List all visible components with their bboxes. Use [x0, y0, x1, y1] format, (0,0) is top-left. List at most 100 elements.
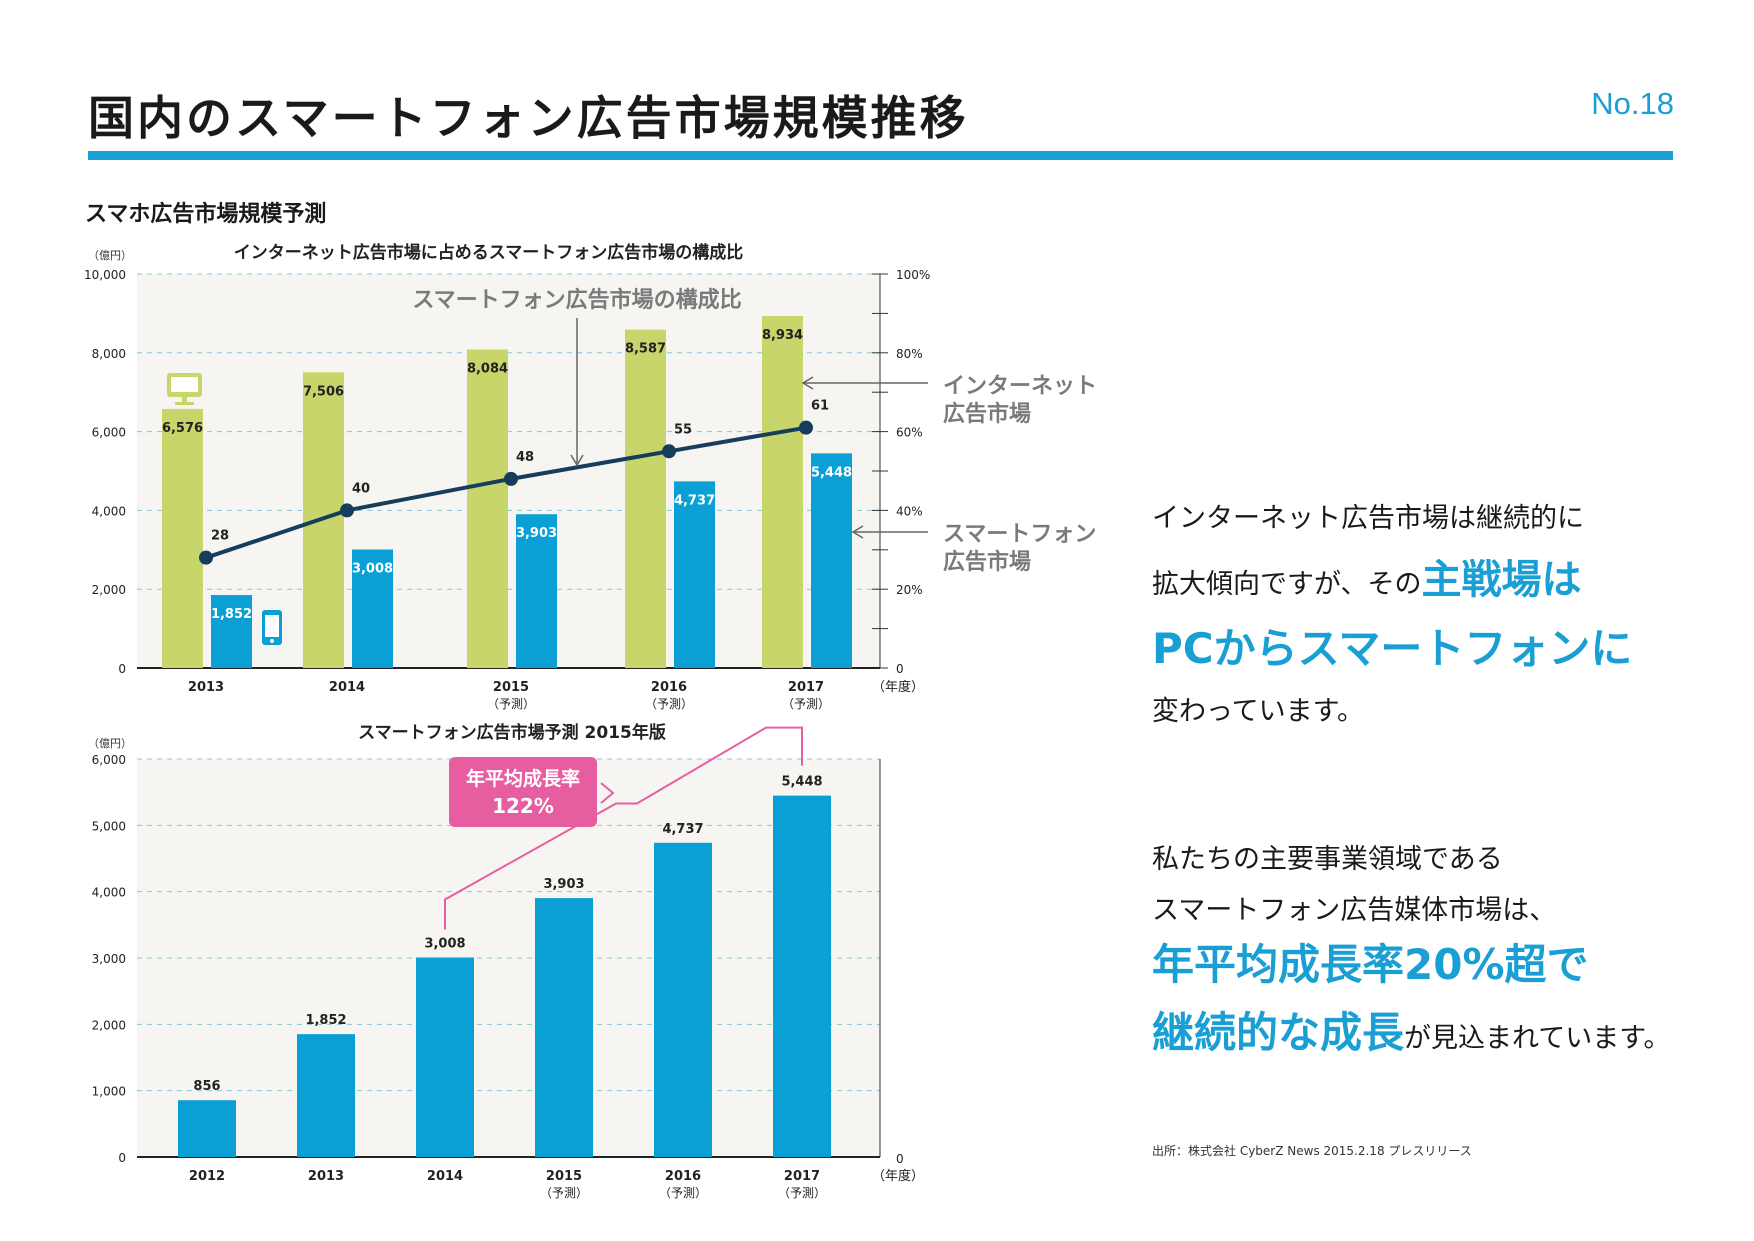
y2-tick-label: 0 [896, 662, 904, 676]
x-tick-note: （予測） [778, 1186, 826, 1200]
internet-bar-label: 8,934 [762, 328, 803, 343]
plot-area [137, 759, 880, 1157]
internet-bar [303, 372, 344, 668]
page-title: 国内のスマートフォン広告市場規模推移 [88, 91, 969, 145]
bar-value-label: 5,448 [781, 775, 822, 790]
smartphone-bar-label: 3,008 [352, 561, 393, 576]
para1-highlight-pc-to-smartphone: PCからスマートフォンに [1152, 624, 1633, 673]
x-tick-label: 2015 [493, 680, 529, 695]
ratio-point [340, 503, 354, 518]
internet-bar-label: 8,084 [467, 361, 508, 376]
internet-bar-label: 7,506 [303, 384, 344, 399]
bar-value-label: 4,737 [662, 822, 703, 837]
internet-bar-label: 8,587 [625, 342, 666, 357]
smartphone-bar [178, 1100, 236, 1157]
bar-value-label: 1,852 [305, 1013, 346, 1028]
desktop-monitor-icon [167, 373, 202, 405]
ratio-point-label: 28 [211, 529, 229, 544]
smartphone-bar-label: 4,737 [674, 493, 715, 508]
y2-tick-label: 20% [896, 583, 923, 597]
y-tick-label: 10,000 [84, 268, 126, 282]
para2-highlight-continuous-growth: 継続的な成長 [1152, 1008, 1405, 1057]
x-tick-note: （予測） [782, 697, 830, 711]
ratio-point [799, 420, 813, 435]
smartphone-bar-label: 1,852 [211, 607, 252, 622]
para1-line4: 変わっています。 [1152, 696, 1364, 727]
ratio-point-label: 61 [811, 399, 829, 414]
y-tick-label: 3,000 [92, 952, 126, 966]
y2-tick-label: 40% [896, 504, 923, 518]
internet-market-label: インターネット [943, 374, 1097, 399]
bar-value-label: 3,008 [424, 936, 465, 951]
smartphone-bar [674, 481, 715, 668]
x-tick-label: 2013 [308, 1169, 344, 1184]
y-tick-label: 6,000 [92, 426, 126, 440]
ratio-point-label: 48 [516, 450, 534, 465]
annotation-arrowhead [570, 454, 584, 467]
internet-bar-label: 6,576 [162, 421, 203, 436]
y2-tick-label: 80% [896, 347, 923, 361]
smartphone-bar [211, 595, 252, 668]
chart-title: インターネット広告市場に占めるスマートフォン広告市場の構成比 [234, 242, 744, 263]
y-tick-label: 0 [118, 662, 126, 676]
internet-market-label: 広告市場 [943, 401, 1031, 427]
y-tick-label: 8,000 [92, 347, 126, 361]
smartphone-market-label: 広告市場 [943, 549, 1031, 575]
smartphone-bar [654, 842, 712, 1157]
x-tick-label: 2017 [788, 680, 824, 695]
internet-bar [162, 408, 203, 668]
growth-callout-value: 122% [492, 794, 554, 818]
para2-line2: スマートフォン広告媒体市場は、 [1152, 895, 1557, 926]
plot-area [137, 274, 880, 668]
chart-title: スマートフォン広告市場予測 2015年版 [358, 722, 666, 743]
bar-value-label: 856 [193, 1079, 220, 1094]
title-underline-bar [88, 151, 1673, 160]
smartphone-bar-label: 5,448 [811, 465, 852, 480]
ratio-line [205, 425, 807, 560]
line-series-annotation: スマートフォン広告市場の構成比 [412, 287, 741, 313]
internet-bar [762, 316, 803, 668]
y-axis-unit: （億円） [88, 249, 132, 262]
y-tick-label: 5,000 [92, 819, 126, 833]
page-number: No.18 [1591, 86, 1674, 121]
source-note: 出所：株式会社 CyberZ News 2015.2.18 プレスリリース [1152, 1144, 1472, 1158]
x-tick-note: （予測） [645, 697, 693, 711]
smartphone-bar [416, 957, 474, 1157]
x-tick-label: 2017 [784, 1169, 820, 1184]
x-tick-note: （予測） [540, 1186, 588, 1200]
x-axis-unit: （年度） [872, 1168, 924, 1184]
y-tick-label: 0 [118, 1151, 126, 1165]
smartphone-bar [516, 514, 557, 668]
smartphone-bar [352, 549, 393, 668]
x-axis-unit: （年度） [872, 679, 924, 695]
smartphone-label-arrowhead [851, 525, 864, 539]
smartphone-bar [811, 453, 852, 668]
smartphone-bar [773, 795, 831, 1157]
para2-line1: 私たちの主要事業領域である [1152, 844, 1503, 875]
ratio-point-label: 55 [674, 422, 692, 437]
smartphone-icon [262, 610, 282, 645]
y-tick-label: 4,000 [92, 504, 126, 518]
y2-tick-label: 100% [896, 268, 930, 282]
smartphone-bar-label: 3,903 [516, 526, 557, 541]
y2-tick-label: 60% [896, 426, 923, 440]
y2-tick-label: 0 [896, 1152, 904, 1166]
y-tick-label: 4,000 [92, 886, 126, 900]
y-tick-label: 6,000 [92, 753, 126, 767]
para1-line2: 拡大傾向ですが、その主戦場は [1152, 560, 1581, 600]
section-title: スマホ広告市場規模予測 [85, 202, 327, 227]
x-tick-note: （予測） [659, 1186, 707, 1200]
growth-callout-arrow [600, 782, 615, 804]
ratio-point-label: 40 [352, 481, 370, 496]
x-tick-label: 2014 [329, 680, 365, 695]
internet-bar [625, 329, 666, 668]
y-tick-label: 2,000 [92, 1018, 126, 1032]
ratio-point [199, 550, 213, 565]
para1-line2-normal: 拡大傾向ですが、その [1152, 569, 1422, 600]
bar-value-label: 3,903 [543, 877, 584, 892]
growth-callout-title: 年平均成長率 [466, 767, 580, 790]
smartphone-bar [297, 1034, 355, 1157]
x-tick-label: 2012 [189, 1169, 225, 1184]
